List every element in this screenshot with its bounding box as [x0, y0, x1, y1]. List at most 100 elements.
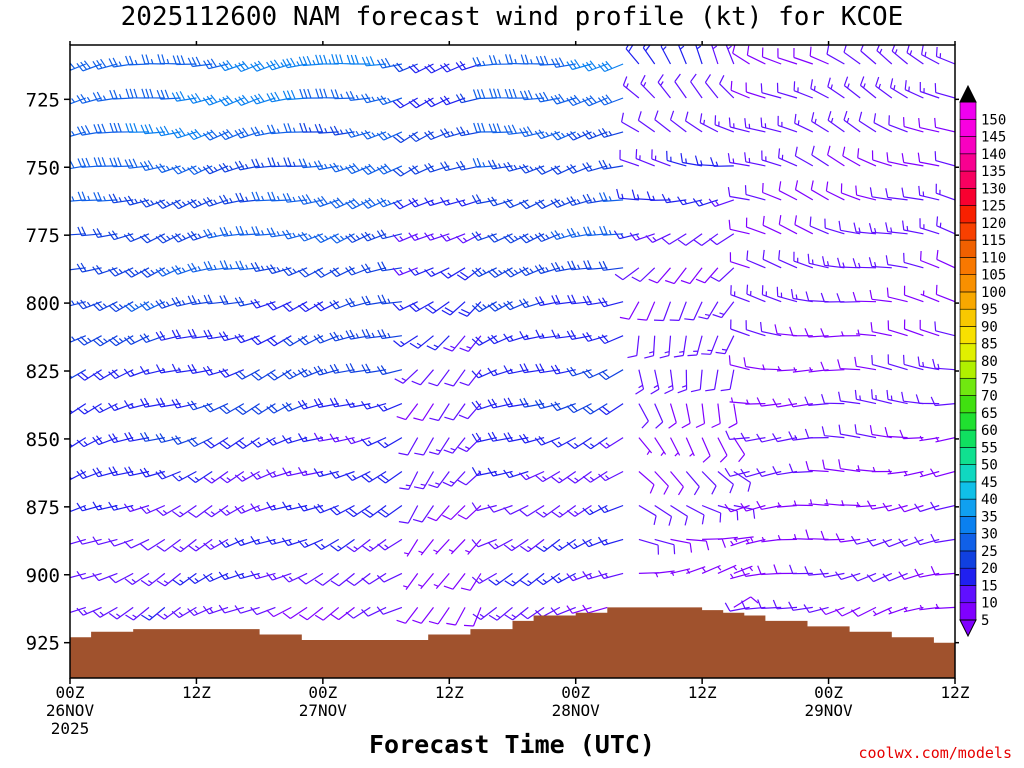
- wind-barb: [266, 227, 292, 238]
- wind-barb: [313, 195, 339, 208]
- wind-barb: [446, 607, 466, 626]
- x-tick-label: 29NOV: [804, 701, 853, 720]
- wind-barb: [219, 260, 244, 270]
- wind-barb: [582, 369, 608, 379]
- wind-barb: [903, 354, 924, 371]
- wind-barb: [92, 403, 118, 414]
- wind-barb: [670, 538, 693, 553]
- wind-barb: [760, 83, 782, 99]
- colorbar-swatch: [959, 498, 977, 517]
- credit-link[interactable]: coolwx.com/models: [858, 744, 1012, 762]
- wind-barb: [640, 74, 656, 99]
- wind-barb: [582, 504, 608, 516]
- wind-barb: [408, 267, 434, 276]
- wind-barb: [345, 163, 371, 175]
- x-axis-label: Forecast Time (UTC): [369, 730, 655, 759]
- wind-barb: [778, 250, 798, 269]
- wind-barb: [139, 504, 166, 515]
- wind-barb: [171, 265, 197, 275]
- colorbar-label: 130: [981, 181, 1006, 197]
- wind-barb: [471, 572, 498, 584]
- wind-barb: [695, 267, 719, 284]
- wind-barb: [840, 183, 861, 201]
- wind-barb: [234, 605, 260, 614]
- wind-barb: [218, 368, 245, 378]
- wind-barb: [740, 432, 766, 442]
- wind-barb: [868, 257, 892, 269]
- wind-barb: [882, 572, 908, 582]
- wind-barb: [345, 505, 371, 518]
- wind-barb: [439, 233, 466, 242]
- wind-barb: [772, 398, 798, 408]
- wind-barb: [686, 504, 705, 525]
- wind-barb: [76, 299, 102, 310]
- wind-barb: [730, 319, 750, 337]
- wind-barb: [70, 233, 86, 236]
- wind-barb: [156, 538, 181, 552]
- wind-barb: [219, 295, 244, 305]
- colorbar-label: 10: [981, 596, 998, 612]
- colorbar-swatch: [959, 464, 977, 483]
- wind-barb: [659, 335, 672, 359]
- wind-barb: [789, 326, 813, 337]
- wind-barb: [631, 267, 656, 283]
- wind-barb: [792, 500, 813, 507]
- wind-barb: [123, 538, 150, 549]
- wind-barb: [745, 320, 766, 337]
- wind-barb: [361, 470, 387, 483]
- wind-barb: [936, 249, 955, 269]
- wind-barb: [519, 90, 545, 101]
- wind-barb: [733, 536, 754, 542]
- wind-barb: [187, 538, 213, 552]
- wind-barb: [441, 301, 466, 316]
- wind-barb: [535, 470, 561, 483]
- wind-barb: [376, 197, 403, 208]
- wind-barb: [730, 80, 750, 99]
- wind-barb: [583, 226, 608, 237]
- wind-barb: [440, 128, 466, 138]
- wind-barb: [648, 267, 671, 284]
- wind-barb: [487, 398, 513, 409]
- wind-barb: [313, 233, 339, 244]
- wind-barb: [885, 255, 908, 269]
- wind-barb: [203, 260, 229, 271]
- wind-barb: [535, 296, 561, 307]
- colorbar-label: 55: [981, 440, 998, 456]
- wind-barb: [666, 150, 687, 167]
- wind-barb: [535, 91, 561, 103]
- wind-barb: [203, 228, 229, 239]
- wind-barb: [730, 285, 750, 303]
- wind-barb: [424, 267, 450, 277]
- wind-barb: [487, 159, 513, 170]
- wind-barb: [487, 467, 513, 477]
- wind-barb: [762, 215, 782, 235]
- wind-barb: [936, 216, 955, 235]
- colorbar-label: 50: [981, 458, 998, 474]
- wind-barb: [203, 294, 229, 305]
- wind-barb: [439, 62, 466, 73]
- wind-barb: [840, 331, 861, 337]
- wind-barb: [281, 572, 308, 583]
- wind-barb: [76, 535, 102, 545]
- wind-barb: [597, 504, 624, 514]
- wind-barb: [762, 249, 782, 269]
- wind-barb: [534, 232, 561, 243]
- wind-barb: [156, 606, 181, 620]
- wind-barb: [250, 262, 276, 272]
- wind-barb: [550, 230, 576, 240]
- wind-barb: [654, 538, 676, 555]
- colorbar-swatch: [959, 550, 977, 569]
- wind-barb: [825, 181, 845, 201]
- wind-barb: [866, 500, 892, 510]
- wind-barb: [503, 432, 529, 443]
- wind-barb: [465, 539, 482, 555]
- wind-barb: [203, 329, 229, 340]
- wind-barb: [598, 403, 624, 416]
- wind-barb: [821, 426, 845, 439]
- wind-barb: [70, 196, 86, 202]
- wind-barb: [518, 164, 545, 174]
- wind-barb: [488, 123, 513, 134]
- wind-barb: [756, 500, 782, 510]
- wind-barb: [297, 399, 324, 410]
